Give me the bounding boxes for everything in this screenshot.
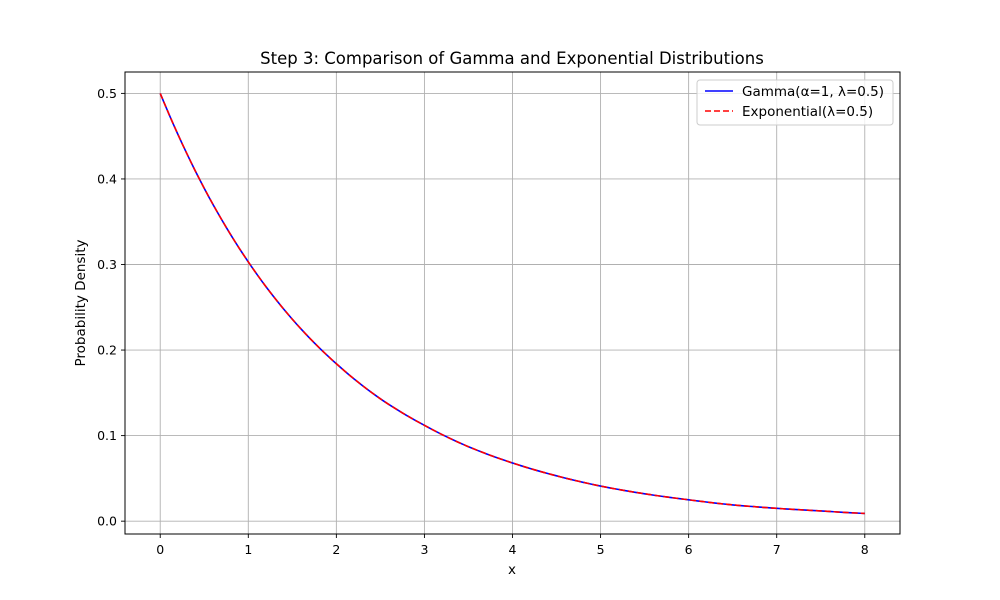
x-tick-label: 4 (509, 542, 517, 557)
x-tick-label: 0 (156, 542, 164, 557)
x-axis: 0 1 2 3 4 5 6 7 8 (156, 534, 869, 557)
series-layer (159, 93, 865, 515)
legend-label-2: Exponential(λ=0.5) (742, 104, 873, 120)
x-tick-label: 3 (420, 542, 428, 557)
series-line-2 (159, 93, 865, 515)
x-tick-label: 7 (773, 542, 781, 557)
x-tick-label: 8 (861, 542, 869, 557)
legend-box (696, 79, 894, 126)
grid (125, 72, 900, 534)
chart-title: Step 3: Comparison of Gamma and Exponent… (260, 49, 764, 68)
y-axis-label: Probability Density (73, 240, 89, 367)
x-tick-label: 6 (685, 542, 693, 557)
legend-items: Gamma(α=1, λ=0.5) Exponential(λ=0.5) (705, 84, 884, 120)
y-tick-label: 0.3 (97, 257, 117, 272)
x-tick-label: 1 (244, 542, 252, 557)
y-tick-label: 0.4 (97, 171, 117, 186)
y-tick-label: 0.0 (97, 514, 117, 529)
y-axis: 0.0 0.1 0.2 0.3 0.4 0.5 (97, 86, 125, 529)
y-tick-label: 0.2 (97, 343, 117, 358)
y-tick-label: 0.1 (97, 428, 117, 443)
legend: Gamma(α=1, λ=0.5) Exponential(λ=0.5) (696, 79, 894, 126)
x-tick-label: 2 (332, 542, 340, 557)
legend-label-1: Gamma(α=1, λ=0.5) (742, 84, 884, 100)
y-tick-label: 0.5 (97, 86, 117, 101)
x-axis-label: x (508, 562, 516, 578)
x-tick-label: 5 (597, 542, 605, 557)
